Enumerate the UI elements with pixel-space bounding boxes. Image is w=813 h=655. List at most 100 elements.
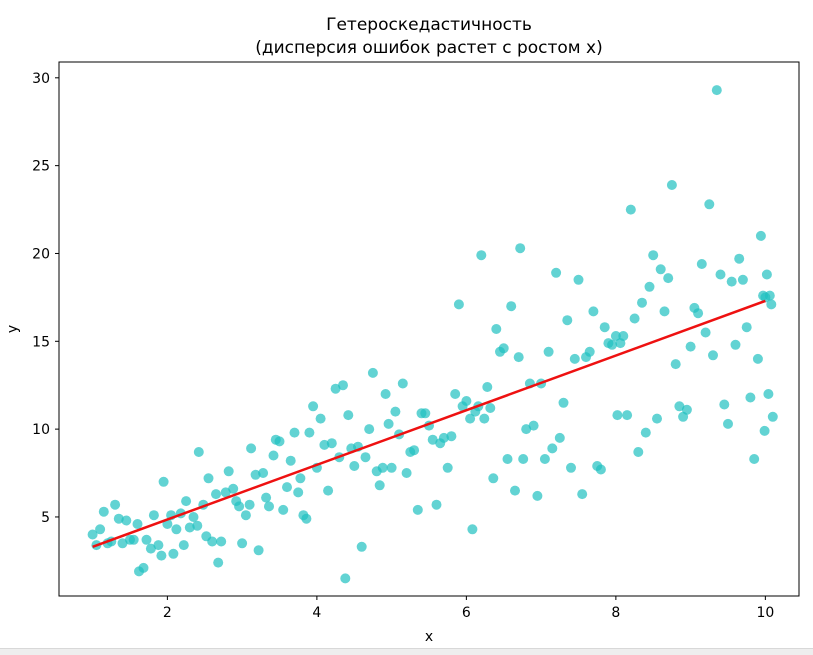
data-point (518, 454, 529, 464)
data-point (764, 290, 775, 301)
data-point (110, 499, 121, 510)
data-point (308, 401, 319, 412)
data-point (599, 322, 610, 333)
data-point (502, 454, 513, 464)
data-point (207, 536, 218, 547)
data-point (521, 424, 532, 435)
data-point (734, 253, 745, 264)
data-point (767, 411, 778, 422)
x-tick-label: 8 (611, 605, 620, 621)
data-point (87, 529, 98, 540)
data-point (766, 299, 777, 310)
data-point (367, 367, 378, 378)
data-point (438, 432, 449, 443)
data-point (726, 276, 737, 287)
data-point (539, 454, 550, 464)
data-point (595, 464, 606, 475)
y-tick-label: 10 (32, 422, 50, 438)
data-point (258, 468, 269, 478)
data-point (213, 557, 224, 568)
y-tick-label: 30 (32, 71, 50, 87)
data-point (637, 297, 647, 308)
data-point (723, 418, 733, 429)
data-point (356, 541, 367, 552)
data-point (178, 540, 189, 551)
data-point (338, 380, 348, 391)
data-point (491, 324, 502, 334)
data-point (158, 476, 169, 487)
y-tick-label: 5 (41, 510, 50, 526)
data-point (648, 250, 659, 261)
data-point (719, 399, 730, 410)
data-point (461, 396, 472, 406)
data-point (244, 499, 255, 510)
data-point (409, 445, 420, 456)
data-point (343, 410, 354, 421)
data-point (652, 413, 662, 424)
data-point (374, 480, 385, 491)
data-point (295, 473, 306, 484)
plot-area-frame (58, 61, 800, 597)
data-point (610, 331, 621, 341)
data-point (488, 473, 499, 484)
x-axis-label: x (425, 629, 433, 645)
data-point (708, 350, 718, 361)
data-point (453, 299, 464, 310)
data-point (121, 515, 132, 526)
data-point (450, 389, 461, 399)
data-point (326, 438, 337, 449)
data-point (663, 273, 674, 284)
data-point (569, 353, 580, 364)
data-point (315, 413, 326, 424)
data-point (558, 397, 569, 408)
data-point (554, 432, 565, 443)
data-point (730, 339, 741, 350)
chart-title-line-2: (дисперсия ошибок растет с ростом x) (255, 38, 602, 58)
data-point (584, 346, 595, 357)
data-point (633, 447, 644, 457)
data-point (498, 343, 509, 354)
data-point (510, 485, 520, 496)
data-point (330, 383, 341, 394)
x-axis-ticks: 2 4 6 8 10 (163, 596, 774, 621)
data-point (659, 306, 670, 317)
data-point (412, 504, 423, 515)
data-point (323, 485, 334, 496)
data-point (340, 573, 351, 584)
data-point (278, 504, 289, 515)
data-point (253, 545, 264, 556)
data-point (515, 243, 526, 254)
data-point (113, 513, 124, 524)
data-point (749, 454, 760, 464)
data-point (128, 534, 139, 545)
data-point (741, 322, 752, 333)
data-point (193, 447, 204, 457)
data-point (629, 313, 640, 324)
data-point (98, 506, 109, 517)
data-point (289, 427, 300, 438)
data-point (465, 413, 476, 424)
data-point (644, 281, 655, 292)
data-point (364, 424, 375, 435)
data-point (573, 274, 584, 285)
data-point (234, 501, 245, 512)
data-point (693, 308, 704, 319)
data-point (715, 269, 726, 280)
data-point (625, 204, 636, 215)
data-point (223, 466, 234, 477)
data-point (755, 230, 766, 241)
data-point (685, 341, 696, 352)
x-tick-label: 4 (312, 605, 321, 621)
data-point (763, 389, 774, 399)
data-point (153, 540, 164, 551)
data-point (674, 401, 685, 412)
data-point (566, 462, 576, 473)
data-point (528, 420, 539, 431)
data-point (401, 468, 412, 478)
data-point (622, 410, 633, 421)
data-point (431, 499, 442, 510)
data-point (192, 520, 203, 531)
data-point (268, 450, 279, 461)
data-point (138, 562, 149, 573)
data-point (543, 346, 554, 357)
